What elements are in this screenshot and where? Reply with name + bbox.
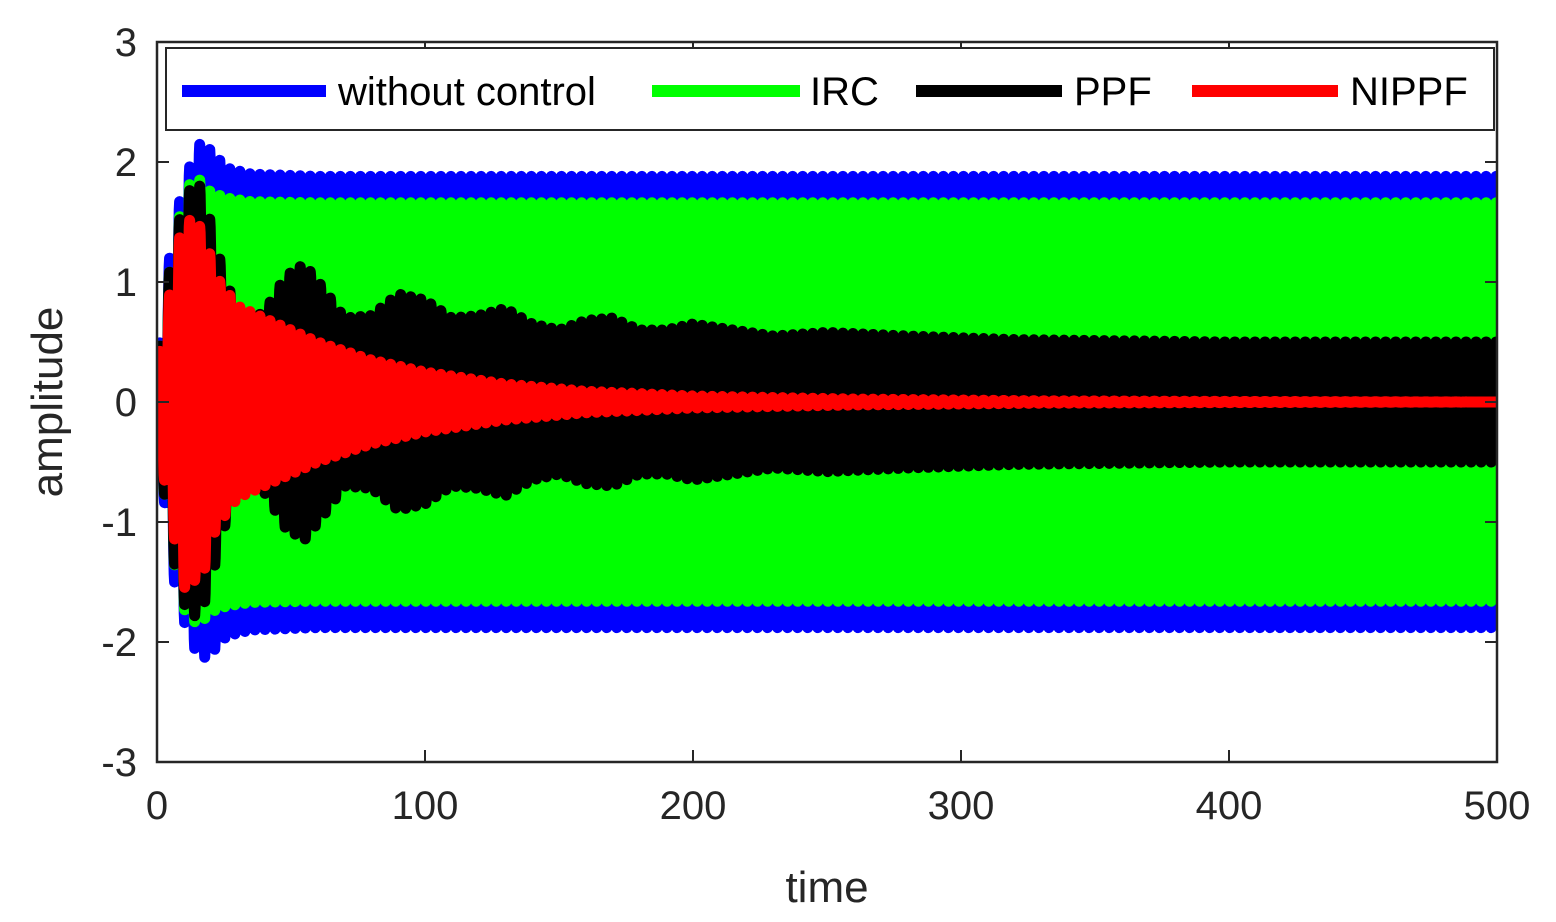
- y-tick-label: 3: [115, 21, 137, 65]
- legend-label-without-control: without control: [337, 70, 596, 114]
- y-axis-label: amplitude: [23, 307, 72, 498]
- y-tick-label: 1: [115, 261, 137, 305]
- series-line-irc: [157, 174, 1497, 628]
- y-tick-label: -3: [101, 741, 137, 785]
- series-layer: [157, 138, 1497, 663]
- y-tick-label: 0: [115, 381, 137, 425]
- x-tick-label: 400: [1196, 784, 1263, 828]
- y-tick-label: -2: [101, 621, 137, 665]
- x-tick-label: 100: [392, 784, 459, 828]
- x-tick-label: 0: [146, 784, 168, 828]
- legend: without control IRC PPF NIPPF: [165, 47, 1495, 131]
- y-tick-label: -1: [101, 501, 137, 545]
- x-tick-label: 300: [928, 784, 995, 828]
- axes-box: [155, 40, 1499, 764]
- legend-label-ppf: PPF: [1074, 70, 1152, 114]
- legend-label-irc: IRC: [810, 70, 879, 114]
- y-tick-label: 2: [115, 141, 137, 185]
- series-line-nippf: [157, 214, 1497, 593]
- legend-label-nippf: NIPPF: [1350, 70, 1468, 114]
- series-line-ppf: [157, 180, 1497, 622]
- x-axis-label: time: [785, 863, 868, 912]
- y-tick-labels: -3 -2 -1 0 1 2 3: [101, 21, 137, 785]
- x-tick-label: 200: [660, 784, 727, 828]
- x-tick-labels: 0 100 200 300 400 500: [146, 784, 1531, 828]
- x-tick-label: 500: [1464, 784, 1531, 828]
